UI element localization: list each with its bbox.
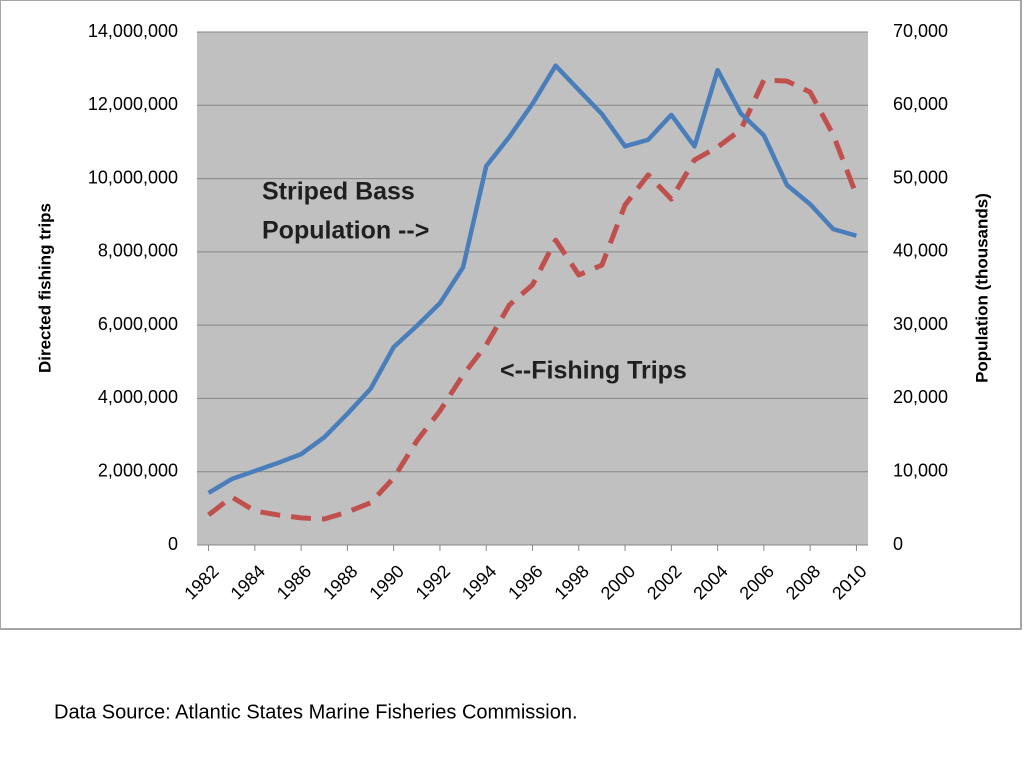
y-tick-label: 8,000,000	[98, 241, 178, 261]
y2-tick-label: 20,000	[893, 387, 948, 407]
y-tick-label: 14,000,000	[88, 21, 178, 41]
y2-tick-label: 10,000	[893, 460, 948, 480]
series-line	[207, 77, 859, 522]
y-tick-label: 2,000,000	[98, 460, 178, 480]
y-tick-label: 4,000,000	[98, 387, 178, 407]
y2-axis-title: Population (thousands)	[972, 193, 991, 383]
y-tick-label: 10,000,000	[88, 167, 178, 187]
series-line	[207, 63, 858, 495]
y-tick-label: 12,000,000	[88, 94, 178, 114]
y-tick-label: 6,000,000	[98, 314, 178, 334]
y2-tick-label: 70,000	[893, 21, 948, 41]
y2-tick-label: 0	[893, 534, 903, 554]
y-tick-label: 0	[168, 534, 178, 554]
y2-tick-label: 40,000	[893, 241, 948, 261]
y-axis-title: Directed fishing trips	[35, 203, 54, 373]
plot-area	[197, 32, 868, 545]
annotation: Population -->	[262, 217, 429, 245]
annotation: <--Fishing Trips	[500, 357, 687, 385]
footer: Data Source: Atlantic States Marine Fish…	[54, 701, 578, 723]
y2-tick-label: 50,000	[893, 167, 948, 187]
y2-tick-label: 60,000	[893, 94, 948, 114]
y2-tick-label: 30,000	[893, 314, 948, 334]
annotation: Striped Bass	[262, 178, 415, 206]
